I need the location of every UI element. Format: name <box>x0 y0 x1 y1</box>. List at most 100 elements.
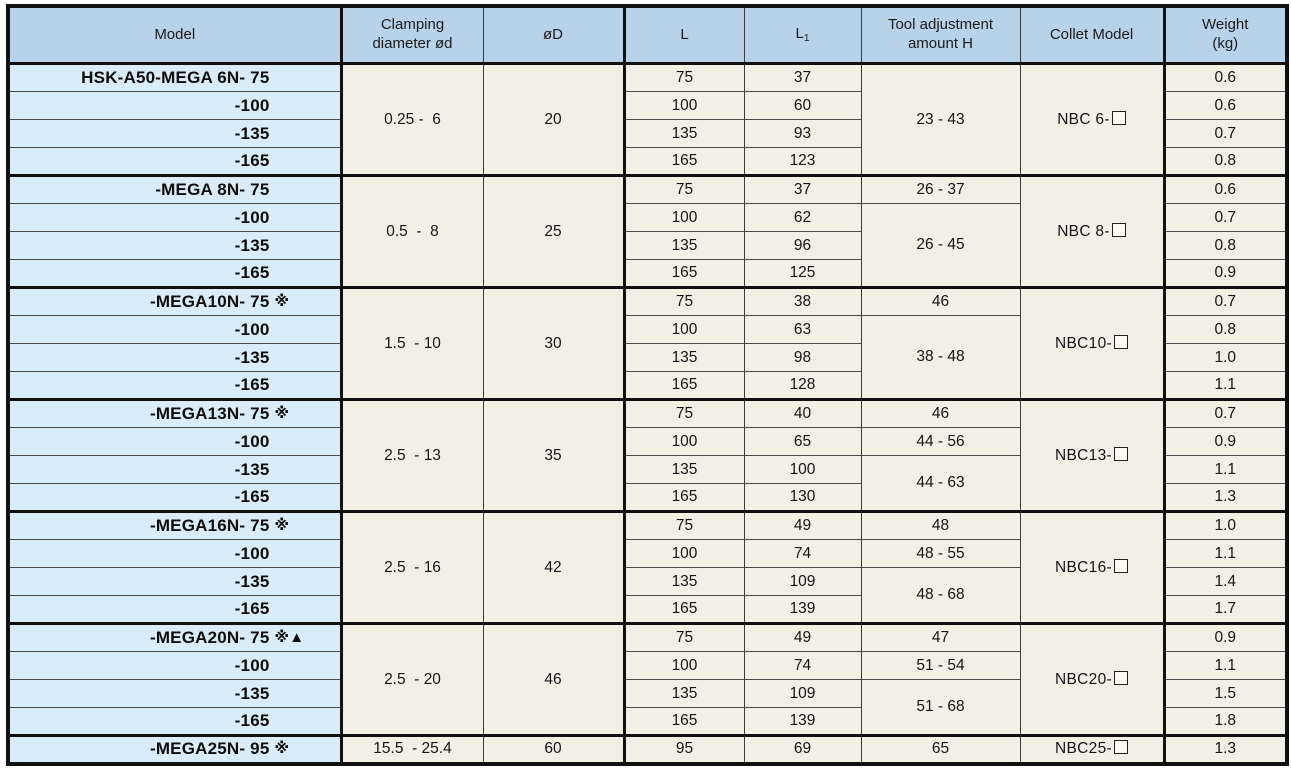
weight-cell: 1.3 <box>1162 483 1287 512</box>
weight-cell: 1.1 <box>1162 371 1287 400</box>
model-cell: -135 <box>8 343 341 372</box>
l-cell: 100 <box>622 651 744 680</box>
table-row: -165 165 130 1.3 <box>8 483 1287 512</box>
l-cell: 165 <box>622 707 744 736</box>
d-cell: 30 <box>482 286 624 400</box>
table-row: -165 165 123 0.8 <box>8 147 1287 176</box>
collet-box-icon <box>1113 740 1128 755</box>
model-cell: -100 <box>8 427 341 456</box>
model-label: -165 <box>234 711 270 730</box>
h-cell: 48 <box>860 510 1020 540</box>
model-label: -100 <box>234 431 270 451</box>
model-label: HSK-A50-MEGA 6N- 75 <box>81 68 270 87</box>
d-cell: 35 <box>482 398 624 512</box>
col-header-tool-adjustment: Tool adjustment amount H <box>860 6 1020 65</box>
l1-cell: 69 <box>743 734 861 764</box>
table-row: -100 100 74 51 - 54 1.1 <box>8 651 1287 680</box>
l-cell: 100 <box>622 315 744 344</box>
collet-cell: NBC10- <box>1019 286 1164 400</box>
model-cell: -165 <box>8 483 341 512</box>
l-cell: 165 <box>622 371 744 400</box>
l-cell: 100 <box>622 539 744 568</box>
collet-label: NBC10- <box>1055 334 1112 352</box>
model-cell: -135 <box>8 119 341 148</box>
col-header-clamping-diameter: Clamping diameter ød <box>339 6 483 65</box>
l1-cell: 96 <box>743 231 861 260</box>
weight-cell: 0.6 <box>1162 91 1287 120</box>
model-label: -135 <box>234 571 270 591</box>
table-row: -MEGA10N- 75 ※ 1.5 - 10 30 75 38 46 NBC10… <box>8 286 1287 400</box>
l1-cell: 98 <box>743 343 861 372</box>
weight-cell: 0.9 <box>1162 622 1287 652</box>
h-cell: 48 - 55 <box>860 539 1020 568</box>
collet-label: NBC25- <box>1055 740 1112 758</box>
model-cell: -100 <box>8 315 341 344</box>
l1-cell: 65 <box>743 427 861 456</box>
table-row: -165 165 128 1.1 <box>8 371 1287 400</box>
model-label: -135 <box>234 123 270 143</box>
model-cell: -MEGA25N- 95 ※ <box>8 734 341 764</box>
l-cell: 75 <box>622 62 744 92</box>
weight-cell: 1.1 <box>1162 539 1287 568</box>
weight-cell: 0.7 <box>1162 286 1287 316</box>
l1-cell: 49 <box>743 510 861 540</box>
table-row: -MEGA16N- 75 ※ 2.5 - 16 42 75 49 48 NBC16… <box>8 510 1287 624</box>
table-row: -MEGA13N- 75 ※ 2.5 - 13 35 75 40 46 NBC13… <box>8 398 1287 512</box>
collet-box-icon <box>1113 558 1128 573</box>
l-cell: 135 <box>622 343 744 372</box>
l1-cell: 37 <box>743 62 861 92</box>
model-cell: -MEGA 8N- 75 <box>8 174 341 204</box>
h-cell: 26 - 37 <box>860 174 1020 204</box>
header-row: Model Clamping diameter ød øD L L1 Tool … <box>8 6 1287 65</box>
l-cell: 165 <box>622 259 744 288</box>
collet-box-icon <box>1111 110 1126 125</box>
l1-cell: 125 <box>743 259 861 288</box>
collet-label: NBC 8- <box>1057 222 1110 240</box>
d-cell: 42 <box>482 510 624 624</box>
collet-box-icon <box>1113 334 1128 349</box>
h-cell: 44 - 63 <box>860 455 1020 512</box>
model-cell: -135 <box>8 679 341 708</box>
table-row: -165 165 125 0.9 <box>8 259 1287 288</box>
l1-cell: 37 <box>743 174 861 204</box>
l-cell: 165 <box>622 483 744 512</box>
weight-cell: 0.7 <box>1162 119 1287 148</box>
table-row: -135 135 109 51 - 68 1.5 <box>8 679 1287 736</box>
model-label: -135 <box>234 683 270 703</box>
collet-label: NBC 6- <box>1057 110 1110 128</box>
model-label: -165 <box>234 487 270 506</box>
model-cell: -135 <box>8 231 341 260</box>
table-row: -MEGA25N- 95 ※ 15.5 - 25.4 60 95 69 65 NB… <box>8 734 1287 764</box>
table-row: -135 135 100 44 - 63 1.1 <box>8 455 1287 512</box>
h-cell: 46 <box>860 398 1020 428</box>
weight-cell: 0.6 <box>1162 174 1287 204</box>
d-cell: 20 <box>482 62 624 176</box>
collet-cell: NBC16- <box>1019 510 1164 624</box>
weight-cell: 1.1 <box>1162 651 1287 680</box>
weight-cell: 0.8 <box>1162 231 1287 260</box>
l1-cell: 62 <box>743 203 861 232</box>
l-cell: 165 <box>622 147 744 176</box>
model-label: -100 <box>234 319 270 339</box>
l1-cell: 139 <box>743 595 861 624</box>
model-label: -100 <box>234 543 270 563</box>
table-row: -MEGA20N- 75 ※▲ 2.5 - 20 46 75 49 47 NBC2… <box>8 622 1287 736</box>
l1-cell: 128 <box>743 371 861 400</box>
col-header-model: Model <box>8 6 341 65</box>
clamping-cell: 0.5 - 8 <box>339 174 483 288</box>
model-cell: -100 <box>8 91 341 120</box>
l1-subscript: 1 <box>803 32 810 44</box>
l-cell: 75 <box>622 398 744 428</box>
table-row: -135 135 93 0.7 <box>8 119 1287 148</box>
model-cell: -165 <box>8 259 341 288</box>
l-cell: 100 <box>622 91 744 120</box>
h-cell: 46 <box>860 286 1020 316</box>
model-cell: -165 <box>8 371 341 400</box>
col-header-l: L <box>622 6 744 65</box>
l1-cell: 93 <box>743 119 861 148</box>
l1-cell: 109 <box>743 567 861 596</box>
model-cell: -MEGA10N- 75 ※ <box>8 286 341 316</box>
collet-cell: NBC13- <box>1019 398 1164 512</box>
weight-cell: 0.9 <box>1162 259 1287 288</box>
weight-cell: 0.6 <box>1162 62 1287 92</box>
